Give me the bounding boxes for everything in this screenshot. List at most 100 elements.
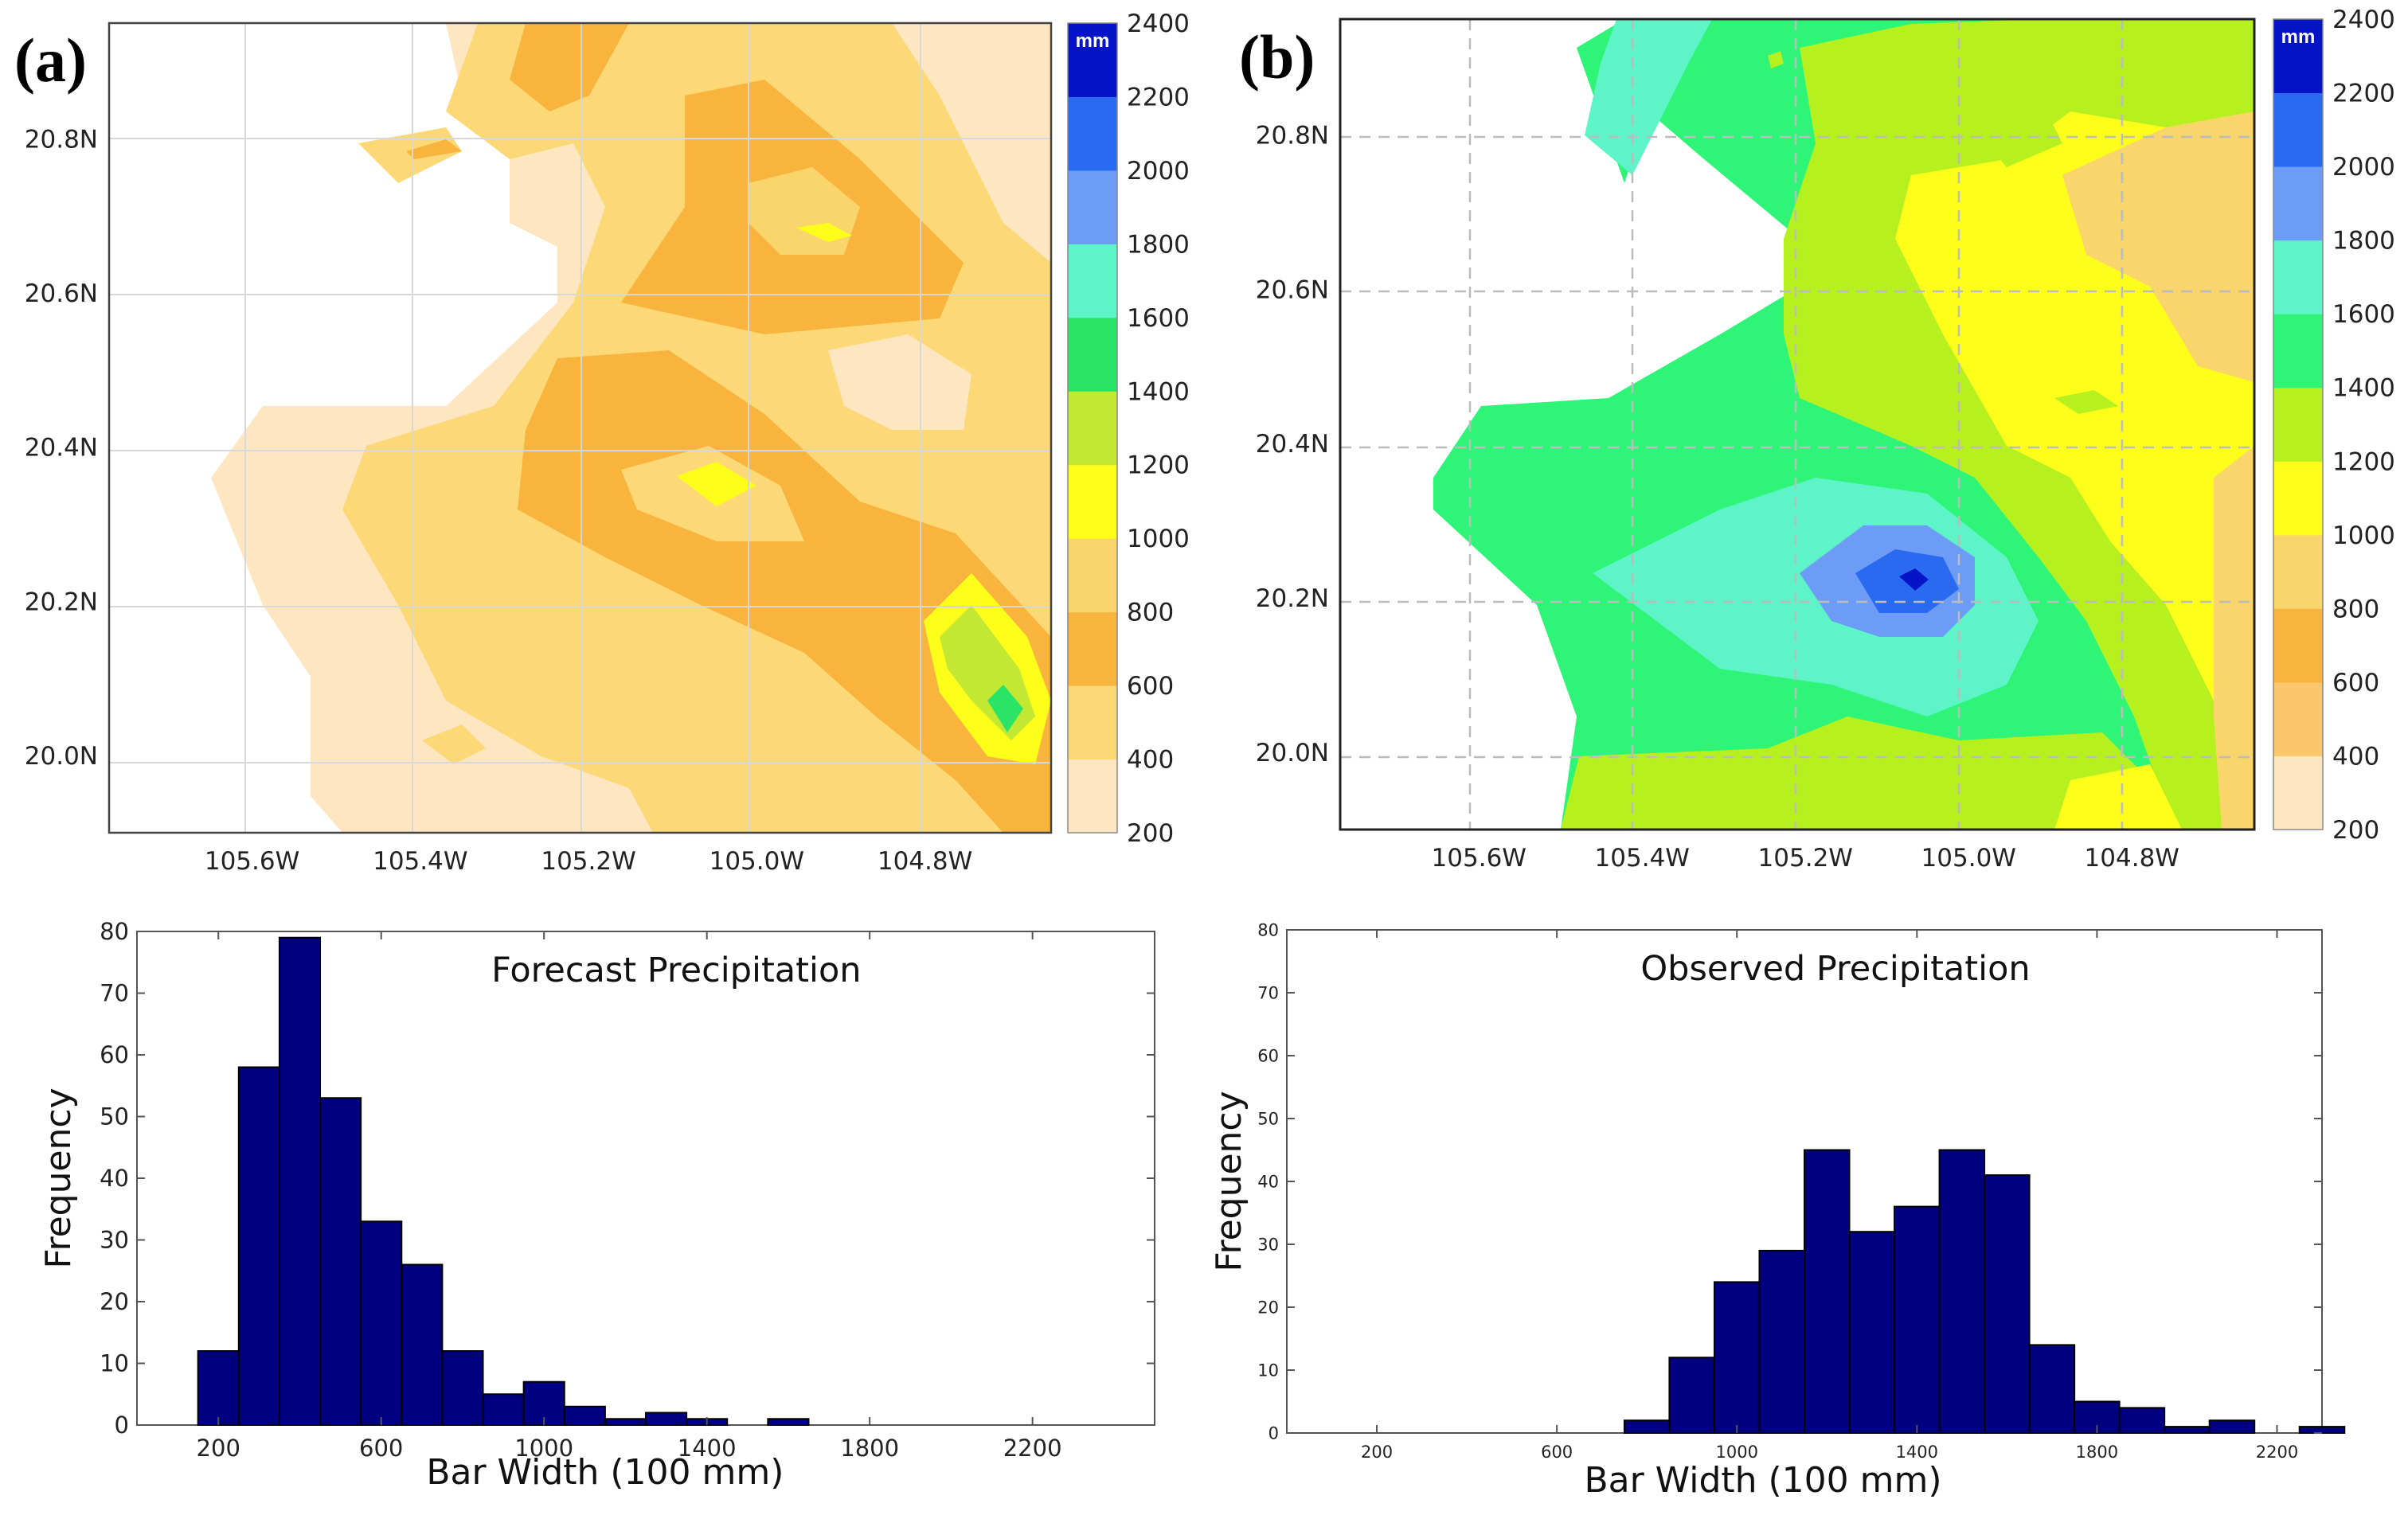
histogram-bar: [2028, 1344, 2076, 1435]
colorbar-segment: [2273, 240, 2323, 314]
colorbar-segment: [2273, 19, 2323, 94]
panel-a-yticks: 20.8N 20.6N 20.4N 20.2N 20.0N: [25, 125, 98, 771]
colorbar-tick-label: 400: [2332, 742, 2379, 771]
histogram-bar: [482, 1393, 525, 1426]
colorbar-unit: mm: [1076, 30, 1110, 52]
colorbar-tick-label: 2400: [2332, 6, 2395, 34]
contour-a-200-island-3: [940, 32, 1051, 223]
histogram-ytick-label: 30: [1257, 1235, 1279, 1254]
histogram-bar: [2298, 1426, 2346, 1434]
histogram-ytick-label: 20: [100, 1288, 129, 1315]
histogram-bar: [1623, 1419, 1671, 1434]
histogram-xtick-label: 200: [1361, 1443, 1393, 1462]
panel-b-grid: [1340, 19, 2254, 830]
histogram-bar: [1848, 1231, 1896, 1434]
colorbar-tick-label: 1000: [2332, 521, 2395, 550]
histogram-bar: [2164, 1426, 2211, 1434]
colorbar-segment: [1068, 759, 1117, 834]
map-ytick-label: 20.8N: [1256, 121, 1329, 150]
colorbar-tick-label: 1400: [1127, 377, 1190, 406]
contour-a-small-1: [422, 724, 486, 764]
histogram-bar: [1758, 1249, 1806, 1435]
histogram-bar: [2208, 1419, 2256, 1434]
histogram-bar: [1804, 1149, 1851, 1434]
histogram-bar: [237, 1066, 280, 1426]
histogram-xtick-label: 1400: [678, 1435, 737, 1462]
map-xtick-label: 105.6W: [1432, 844, 1526, 873]
histogram-ytick-label: 50: [1257, 1109, 1279, 1128]
histogram-xtick-label: 1000: [514, 1435, 573, 1462]
colorbar-tick-label: 800: [2332, 595, 2379, 623]
map-xtick-label: 105.4W: [373, 847, 467, 876]
histogram-bar: [360, 1220, 403, 1426]
histogram-xtick-label: 600: [359, 1435, 403, 1462]
colorbar-tick-label: 1400: [2332, 374, 2395, 403]
map-xtick-label: 104.8W: [878, 847, 972, 876]
histogram-ytick-label: 60: [100, 1041, 129, 1068]
panel-a-label: (a): [14, 25, 87, 95]
contour-b-2400: [1899, 568, 1929, 591]
histogram-bar: [604, 1418, 647, 1426]
colorbar-tick-label: 2200: [2332, 80, 2395, 108]
histogram-bar: [645, 1412, 688, 1426]
map-xtick-label: 105.2W: [1758, 844, 1853, 873]
colorbar-tick-label: 1800: [2332, 227, 2395, 256]
panel-a-grid: [109, 23, 1051, 833]
panel-a-colorbar: mm 200 400 600 800 1000 1200 1400 1600 1800 2000 22…: [1067, 10, 1190, 848]
map-ytick-label: 20.6N: [1256, 275, 1329, 304]
colorbar-tick-label: 1600: [1127, 304, 1190, 333]
histogram-bar: [1713, 1281, 1761, 1435]
observed-histogram: 0 10 20 30 40 50 60 70 80 200 600 1000 1400 1800 2200 O…: [1209, 920, 2346, 1501]
map-ytick-label: 20.0N: [1256, 739, 1329, 767]
colorbar-tick-label: 1600: [2332, 300, 2395, 329]
panel-a-contours: [109, 23, 1051, 833]
colorbar-segment: [2273, 461, 2323, 536]
contour-b-800-b: [2214, 446, 2254, 830]
colorbar-tick-label: 2200: [1127, 83, 1190, 111]
colorbar-segment: [1068, 685, 1117, 760]
histogram-ytick-label: 10: [1257, 1361, 1279, 1380]
panel-b-map: (b) 105.6W 105.4W 1: [1239, 6, 2395, 873]
histogram-bar: [1668, 1357, 1715, 1434]
contour-a-600-top: [510, 23, 629, 111]
colorbar-tick-label: 800: [1127, 599, 1174, 627]
histogram-xtick-label: 1000: [1715, 1443, 1757, 1462]
map-ytick-label: 20.8N: [25, 125, 98, 154]
colorbar-segment: [1068, 391, 1117, 466]
histogram-bar: [563, 1405, 606, 1426]
histogram-bar: [441, 1350, 484, 1426]
histogram-xtick-label: 1400: [1896, 1443, 1938, 1462]
histogram-xlabel: Bar Width (100 mm): [426, 1452, 784, 1493]
map-ytick-label: 20.4N: [1256, 430, 1329, 459]
histogram-ytick-label: 70: [100, 980, 129, 1007]
histogram-xtick-label: 2200: [1003, 1435, 1062, 1462]
map-xtick-label: 104.8W: [2085, 844, 2179, 873]
histogram-bar: [1984, 1174, 2031, 1434]
map-ytick-label: 20.2N: [1256, 584, 1329, 613]
histogram-ytick-label: 80: [1257, 920, 1279, 939]
colorbar-segment: [2273, 534, 2323, 609]
histogram-ytick-label: 40: [100, 1165, 129, 1192]
panel-b-colorbar: mm 200 400 600 800 1000 1200 1400 1600 1800 2000 22…: [2273, 6, 2395, 845]
histogram-ytick-label: 0: [1268, 1423, 1279, 1443]
colorbar-segment: [1068, 317, 1117, 392]
histogram-xtick-label: 1800: [2076, 1443, 2118, 1462]
colorbar-tick-label: 1200: [2332, 447, 2395, 476]
histogram-ytick-label: 20: [1257, 1298, 1279, 1317]
histogram-xtick-label: 2200: [2256, 1443, 2298, 1462]
contour-a-1400: [987, 685, 1023, 732]
histogram-ytick-label: 40: [1257, 1172, 1279, 1191]
map-xtick-label: 105.4W: [1595, 844, 1690, 873]
map-ytick-label: 20.4N: [25, 434, 98, 463]
colorbar-unit: mm: [2281, 26, 2316, 48]
histogram-xtick-label: 200: [197, 1435, 240, 1462]
contour-b-1400-bottom: [1561, 717, 2174, 830]
panel-a-xticks: 105.6W 105.4W 105.2W 105.0W 104.8W: [205, 847, 972, 876]
colorbar-tick-label: 1200: [1127, 451, 1190, 480]
colorbar-frame: [2273, 18, 2324, 830]
histogram-ytick-label: 60: [1257, 1046, 1279, 1065]
colorbar-tick-label: 600: [2332, 669, 2379, 697]
panel-b-label: (b): [1239, 22, 1315, 92]
contour-a-1000-b: [677, 462, 756, 506]
histogram-ytick-label: 50: [100, 1103, 129, 1130]
